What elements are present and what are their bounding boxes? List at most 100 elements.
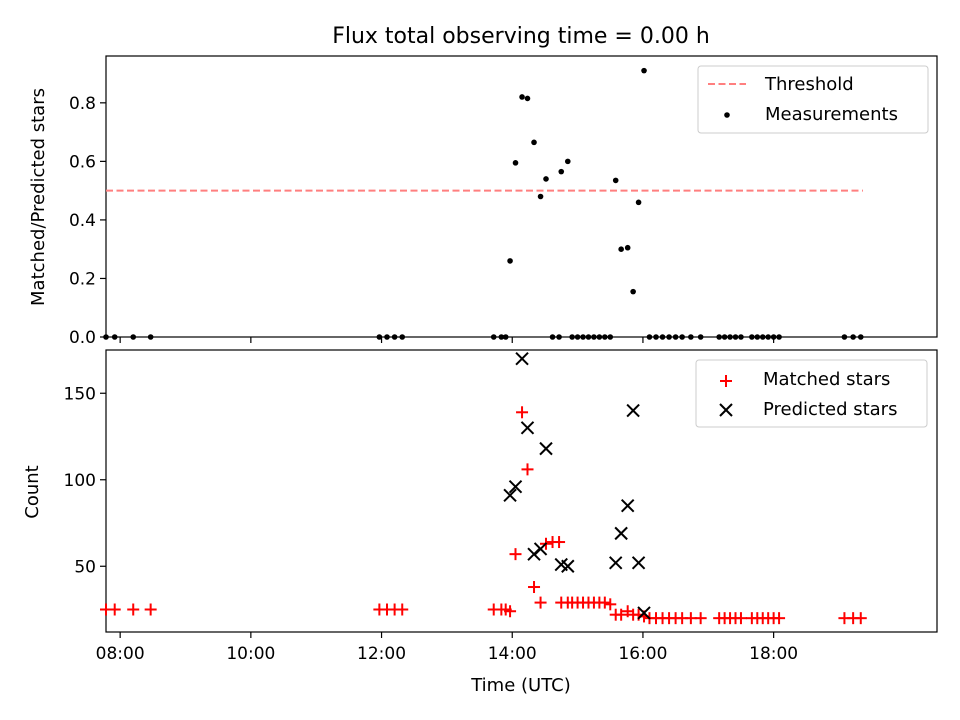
predicted-star-point [503, 488, 517, 503]
measurement-point [618, 246, 624, 252]
measurement-point [507, 258, 513, 264]
bottom-plot-area: 50 100 150 08:00 10:00 12:00 14:00 16:00 18:00 [64, 349, 938, 664]
top-y-tick-label: 0.0 [69, 328, 96, 348]
measurement-point [591, 334, 597, 340]
matched-star-point [694, 612, 707, 625]
matched-star-point [854, 612, 867, 625]
measurement-point [130, 334, 137, 340]
measurement-point [531, 139, 537, 146]
matched-star-point [534, 596, 547, 609]
measurement-point [384, 334, 390, 340]
predicted-star-point [508, 479, 523, 494]
measurement-point [732, 334, 739, 340]
top-y-tick-label: 0.2 [69, 269, 96, 289]
measurement-point [502, 334, 509, 340]
measurement-point [585, 334, 592, 340]
predicted-star-stroke-b [554, 557, 568, 572]
x-tick-label: 18:00 [749, 644, 798, 664]
predicted-star-point [539, 441, 553, 456]
measurement-point [776, 334, 782, 340]
measurement-point [103, 334, 109, 340]
predicted-star-point [515, 351, 529, 366]
predicted-star-stroke-b [637, 606, 651, 620]
legend-measurements-label: Measurements [765, 104, 898, 125]
measurement-point [612, 177, 619, 184]
top-legend: Threshold Measurements [697, 65, 929, 134]
measurement-point [607, 334, 614, 340]
predicted-star-stroke-b [515, 351, 529, 366]
legend-matched-swatch [720, 375, 732, 387]
predicted-star-stroke-b [614, 526, 628, 541]
measurement-point [749, 334, 755, 340]
predicted-star-stroke-b [503, 488, 517, 503]
measurement-point [770, 334, 777, 340]
measurement-point [537, 193, 544, 200]
matched-star-point [773, 612, 786, 625]
predicted-star-stroke-b [626, 403, 640, 418]
bottom-legend-frame [695, 359, 928, 428]
bottom-y-tick-label: 100 [64, 471, 96, 491]
measurement-point [519, 94, 525, 100]
predicted-star-point [637, 606, 651, 620]
legend-matched-label: Matched stars [763, 369, 890, 390]
matched-star-point [509, 548, 522, 561]
bottom-legend: Matched stars Predicted stars [695, 359, 928, 428]
x-tick-label: 10:00 [226, 644, 275, 664]
measurement-point [765, 334, 771, 340]
measurement-point [564, 158, 571, 165]
top-y-axis-label: Matched/Predicted stars [28, 88, 49, 306]
measurement-point [490, 334, 497, 340]
measurement-point [596, 334, 603, 340]
measurement-point [602, 334, 608, 340]
measurement-point [716, 334, 722, 340]
matched-star-point [734, 612, 747, 625]
measurement-point [635, 199, 642, 206]
predicted-star-point [631, 556, 646, 570]
predicted-star-stroke-b [561, 559, 575, 573]
legend-threshold-label: Threshold [764, 74, 854, 95]
predicted-star-point [626, 403, 640, 418]
measurement-point [524, 95, 531, 102]
measurement-point [624, 244, 631, 251]
measurement-point [147, 334, 154, 340]
x-tick-label: 14:00 [488, 644, 537, 664]
top-plot-area: 0.0 0.2 0.4 0.6 0.8 [69, 55, 938, 348]
matched-star-point [127, 603, 140, 616]
matched-star-point [108, 603, 121, 616]
matched-star-point [504, 605, 517, 618]
legend-predicted-label: Predicted stars [763, 399, 897, 420]
measurement-point [630, 288, 636, 295]
measurement-point [646, 334, 653, 340]
measurement-point [543, 176, 549, 182]
top-y-tick-label: 0.4 [69, 211, 96, 231]
measurement-point [498, 334, 505, 340]
measurement-point [688, 334, 694, 340]
predicted-star-stroke-b [533, 542, 548, 556]
measurement-point [857, 334, 864, 340]
predicted-star-stroke-b [520, 421, 535, 435]
measurement-point [549, 334, 556, 340]
predicted-star-point [620, 498, 635, 513]
measurement-point [512, 160, 519, 166]
measurement-point [841, 334, 848, 340]
predicted-star-stroke-b [508, 479, 523, 494]
top-axes-frame [105, 55, 938, 338]
measurement-point [738, 334, 744, 340]
predicted-star-stroke-b [539, 441, 553, 456]
top-y-tick-label: 0.8 [69, 94, 96, 114]
matched-star-point [516, 406, 529, 419]
bottom-y-tick-label: 150 [64, 384, 96, 404]
measurement-point [569, 334, 575, 340]
matched-star-point [528, 581, 541, 594]
x-tick-label: 16:00 [618, 644, 667, 664]
matched-star-point [396, 603, 409, 616]
measurement-point [556, 334, 562, 340]
top-legend-frame [697, 65, 929, 134]
measurement-point [666, 334, 672, 340]
measurement-point [574, 334, 581, 340]
legend-measurements-swatch [724, 112, 730, 118]
measurement-point [111, 334, 118, 340]
measurement-point [399, 334, 406, 340]
chart-title: Flux total observing time = 0.00 h [332, 24, 710, 49]
